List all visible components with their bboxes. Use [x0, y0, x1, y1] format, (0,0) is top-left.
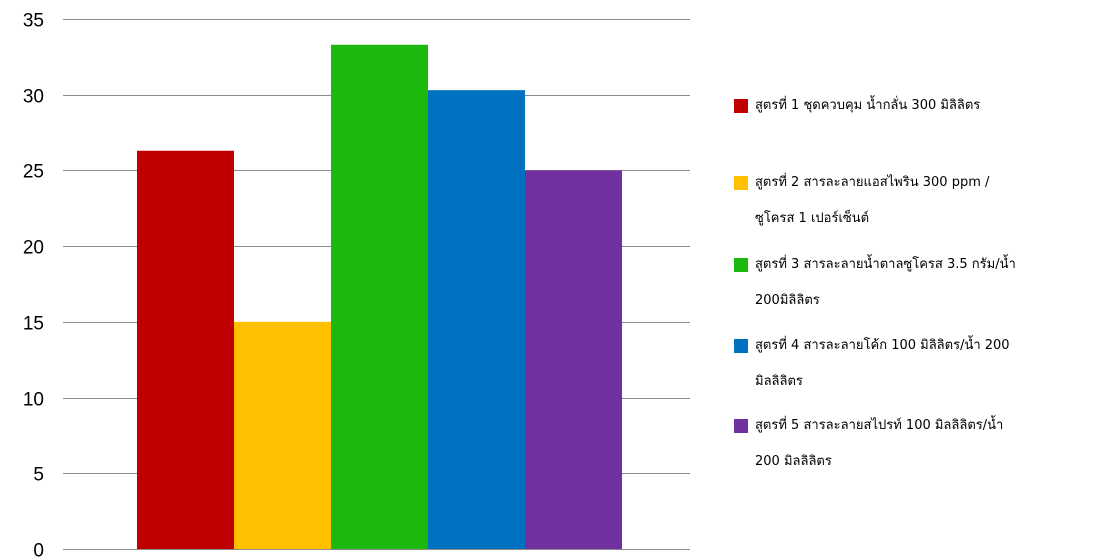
legend-label-line: ซูโครส 1 เปอร์เซ็นต์	[755, 211, 870, 226]
y-tick-label: 35	[23, 11, 44, 32]
legend-label: สูตรที่ 5 สารละลายสไปรท์ 100 มิลลิลิตร/น…	[755, 408, 1085, 480]
y-tick-label: 10	[23, 390, 44, 411]
y-tick-label: 30	[23, 87, 44, 108]
y-tick-label: 25	[23, 162, 44, 183]
legend-swatch	[734, 419, 748, 433]
legend-label-line: สูตรที่ 1 ชุดควบคุม น้ำกลั่น 300 มิลิลิต…	[755, 98, 981, 113]
legend-label: สูตรที่ 2 สารละลายแอสไพริน 300 ppm / ซูโค…	[755, 165, 1085, 237]
y-tick-label: 0	[33, 541, 44, 558]
legend-label-line: 200มิลิลิตร	[755, 293, 820, 308]
legend-swatch	[734, 176, 748, 190]
bar-series-5	[525, 170, 622, 549]
legend-label: สูตรที่ 3 สารละลายน้ำตาลซูโครส 3.5 กรัม/…	[755, 247, 1085, 319]
bar-series-2	[234, 321, 331, 549]
bar-series-1	[137, 150, 234, 549]
legend-label: สูตรที่ 1 ชุดควบคุม น้ำกลั่น 300 มิลิลิต…	[755, 88, 1085, 124]
bars	[137, 44, 622, 550]
y-tick-label: 20	[23, 238, 44, 259]
legend-label-line: สูตรที่ 3 สารละลายน้ำตาลซูโครส 3.5 กรัม/…	[755, 257, 1016, 272]
y-tick-label: 15	[23, 314, 44, 335]
y-axis-ticks: 0 5 10 15 20 25 30 35	[23, 11, 44, 558]
bar-series-4	[428, 90, 525, 550]
legend-label-line: มิลลิลิตร	[755, 374, 803, 389]
y-tick-label: 5	[33, 465, 44, 486]
legend-label-line: สูตรที่ 5 สารละลายสไปรท์ 100 มิลลิลิตร/น…	[755, 418, 1004, 433]
legend-swatch	[734, 258, 748, 272]
legend-label-line: สูตรที่ 2 สารละลายแอสไพริน 300 ppm /	[755, 175, 990, 190]
bar-series-3	[331, 44, 428, 549]
legend-label-line: 200 มิลลิลิตร	[755, 454, 832, 469]
legend-label: สูตรที่ 4 สารละลายโค้ก 100 มิลิลิตร/น้ำ …	[755, 328, 1085, 400]
legend-label-line: สูตรที่ 4 สารละลายโค้ก 100 มิลิลิตร/น้ำ …	[755, 338, 1010, 353]
legend-swatch	[734, 99, 748, 113]
legend-swatch	[734, 339, 748, 353]
